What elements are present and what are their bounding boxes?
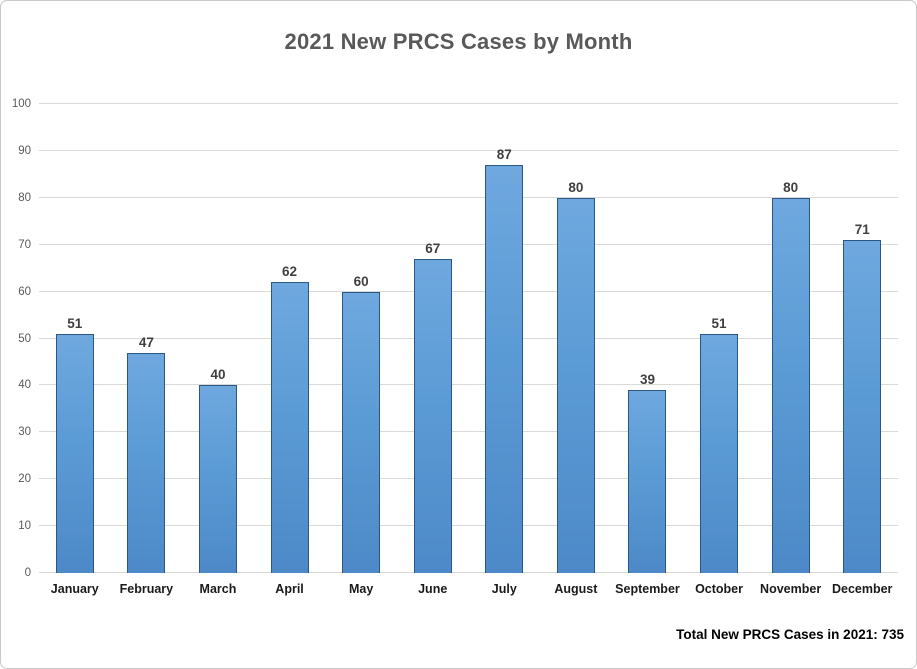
bar-may: 60: [342, 274, 381, 573]
bar-value-label-january: 51: [67, 315, 83, 331]
gridline-30: [39, 431, 898, 433]
bar-october: 51: [700, 316, 739, 573]
bar-value-label-august: 80: [568, 179, 584, 195]
y-axis-tick-30: 30: [18, 426, 31, 439]
y-axis-tick-0: 0: [24, 567, 31, 579]
x-axis-label-january: January: [50, 582, 99, 596]
y-axis-tick-80: 80: [18, 191, 31, 204]
bar-value-label-june: 67: [425, 240, 441, 256]
plot-area: 0 10 20 30 40 50 60 70 80 90 100 51 January 47 Februar…: [12, 98, 898, 596]
gridline-10: [39, 525, 898, 527]
y-axis-tick-20: 20: [18, 473, 31, 486]
gridline-80: [39, 196, 898, 198]
y-axis-tick-40: 40: [18, 379, 31, 392]
chart-title: 2021 New PRCS Cases by Month: [284, 29, 633, 54]
x-axis-label-august: August: [554, 582, 598, 596]
bar-april: 62: [270, 264, 309, 573]
bar-december: 71: [843, 222, 882, 573]
bar-february: 47: [127, 335, 166, 573]
x-axis-label-july: July: [491, 582, 517, 596]
x-axis-label-september: September: [615, 582, 680, 596]
x-axis-label-may: May: [348, 582, 374, 596]
gridline-20: [39, 478, 898, 480]
bar-august: 80: [556, 180, 595, 573]
gridline-40: [39, 384, 898, 386]
gridline-70: [39, 243, 898, 245]
x-axis-label-october: October: [695, 582, 743, 596]
bar-june: 67: [413, 241, 452, 573]
bar-value-label-october: 51: [711, 315, 727, 331]
bar-value-label-february: 47: [138, 334, 154, 350]
bar-value-label-march: 40: [210, 367, 226, 383]
bar-july: 87: [485, 147, 524, 573]
bar-value-label-may: 60: [353, 273, 369, 289]
gridline-50: [39, 337, 898, 339]
y-axis-tick-70: 70: [18, 238, 31, 251]
bar-value-label-september: 39: [639, 372, 655, 388]
bar-value-label-november: 80: [783, 179, 799, 195]
x-axis-label-march: March: [199, 582, 237, 596]
gridline-0: [39, 572, 898, 573]
x-axis-label-december: December: [831, 582, 893, 596]
y-axis-tick-10: 10: [18, 520, 31, 533]
y-axis-tick-100: 100: [11, 98, 31, 110]
gridline-60: [39, 290, 898, 292]
bar-september: 39: [628, 372, 667, 573]
gridline-90: [39, 149, 898, 151]
chart-footer-total: Total New PRCS Cases in 2021: 735: [676, 627, 904, 642]
y-axis-tick-50: 50: [18, 332, 31, 345]
x-axis-label-june: June: [418, 582, 448, 596]
x-axis-label-february: February: [119, 582, 174, 596]
x-axis-label-april: April: [275, 582, 304, 596]
x-axis-label-november: November: [760, 582, 822, 596]
bar-value-label-april: 62: [282, 264, 298, 280]
bar-value-label-july: 87: [496, 146, 512, 162]
bar-march: 40: [198, 367, 237, 573]
y-axis-tick-60: 60: [18, 285, 31, 298]
bar-january: 51: [55, 316, 94, 573]
y-axis-tick-90: 90: [18, 144, 31, 157]
bar-november: 80: [771, 180, 810, 573]
bar-value-label-december: 71: [854, 222, 870, 238]
gridline-100: [39, 103, 898, 104]
